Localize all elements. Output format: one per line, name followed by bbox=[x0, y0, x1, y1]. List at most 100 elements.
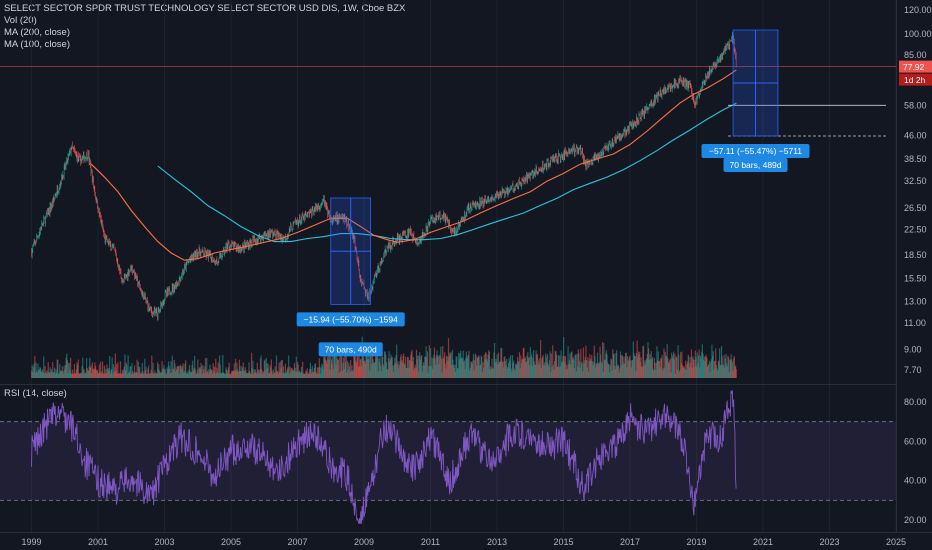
volume-bar bbox=[203, 372, 205, 378]
volume-bar bbox=[521, 359, 523, 378]
volume-bar bbox=[282, 366, 285, 378]
volume-bar bbox=[84, 372, 86, 378]
volume-bar bbox=[483, 354, 485, 378]
volume-bar bbox=[643, 365, 645, 378]
volume-bar bbox=[293, 363, 296, 378]
volume-bar bbox=[487, 354, 489, 378]
volume-bar bbox=[314, 363, 317, 378]
volume-bar bbox=[587, 357, 589, 378]
volume-bar bbox=[82, 357, 84, 378]
volume-bar bbox=[718, 360, 720, 378]
volume-bar bbox=[536, 354, 538, 378]
volume-bar bbox=[696, 366, 698, 378]
volume-bar bbox=[449, 352, 451, 378]
volume-bar bbox=[46, 372, 49, 378]
volume-bar bbox=[591, 355, 593, 378]
volume-bar bbox=[322, 369, 324, 378]
volume-bar bbox=[344, 362, 347, 378]
volume-bar bbox=[687, 354, 689, 378]
volume-bar bbox=[185, 372, 187, 378]
volume-bar bbox=[599, 346, 601, 378]
volume-bar bbox=[323, 356, 325, 378]
volume-bar bbox=[389, 361, 391, 378]
volume-bar bbox=[597, 364, 599, 378]
volume-bar bbox=[105, 372, 108, 378]
volume-bar bbox=[307, 373, 310, 378]
volume-bar bbox=[406, 367, 408, 378]
volume-bar bbox=[552, 345, 554, 378]
volume-bar bbox=[97, 372, 99, 378]
volume-bar bbox=[491, 358, 493, 378]
volume-bar bbox=[151, 355, 153, 378]
moving-averages bbox=[90, 69, 737, 261]
volume-bar bbox=[435, 355, 437, 378]
volume-bar bbox=[217, 362, 219, 378]
rsi-indicator-label[interactable]: RSI (14, close) bbox=[4, 388, 67, 399]
volume-bar bbox=[158, 370, 161, 378]
volume-bar bbox=[286, 368, 288, 378]
ma100-indicator-label[interactable]: MA (100, close) bbox=[4, 39, 70, 50]
time-tick-label: 2019 bbox=[686, 537, 706, 547]
volume-bar bbox=[505, 365, 507, 378]
volume-bar bbox=[440, 358, 443, 378]
volume-bar bbox=[506, 368, 508, 378]
volume-bar bbox=[489, 369, 491, 378]
volume-bar bbox=[634, 356, 636, 378]
volume-bar bbox=[47, 362, 49, 378]
volume-bar bbox=[513, 368, 515, 378]
measure-change-label-box bbox=[296, 312, 405, 327]
volume-bar bbox=[332, 348, 334, 378]
volume-bar bbox=[295, 356, 297, 378]
volume-bar bbox=[53, 372, 55, 378]
volume-bar bbox=[160, 372, 162, 378]
volume-bar bbox=[688, 367, 691, 378]
rsi-tick-label: 60.00 bbox=[904, 436, 927, 446]
volume-bar bbox=[265, 370, 267, 378]
volume-bar bbox=[208, 369, 210, 378]
volume-bar bbox=[164, 368, 166, 378]
volume-bar bbox=[717, 370, 719, 378]
time-tick-label: 2005 bbox=[221, 537, 241, 547]
volume-bar bbox=[201, 373, 203, 378]
volume-bar bbox=[629, 355, 631, 378]
volume-bar bbox=[720, 346, 723, 378]
volume-bar bbox=[687, 361, 689, 378]
volume-bar bbox=[50, 371, 52, 378]
volume-bar bbox=[613, 353, 615, 378]
volume-bar bbox=[186, 373, 188, 378]
volume-bar bbox=[645, 359, 647, 378]
volume-bar bbox=[726, 366, 728, 378]
volume-bar bbox=[467, 358, 469, 378]
volume-bar bbox=[387, 369, 389, 378]
volume-bar bbox=[451, 349, 453, 378]
volume-bar bbox=[617, 364, 619, 378]
volume-bar bbox=[321, 364, 324, 378]
volume-bar bbox=[527, 352, 529, 378]
volume-bar bbox=[245, 369, 247, 378]
volume-bar bbox=[323, 358, 326, 378]
volume-bar bbox=[627, 359, 629, 378]
volume-bar bbox=[364, 363, 366, 378]
vol-indicator-label[interactable]: Vol (20) bbox=[4, 15, 37, 26]
volume-bar bbox=[213, 370, 215, 378]
volume-bar bbox=[174, 371, 177, 378]
volume-bar bbox=[440, 346, 442, 378]
volume-bar bbox=[137, 373, 139, 378]
volume-bar bbox=[458, 359, 460, 378]
symbol-title[interactable]: SELECT SECTOR SPDR TRUST TECHNOLOGY SELE… bbox=[4, 3, 406, 14]
volume-bar bbox=[147, 368, 149, 378]
volume-bar bbox=[672, 355, 674, 378]
volume-bar bbox=[216, 367, 218, 378]
volume-bar bbox=[83, 368, 85, 378]
volume-bar bbox=[272, 369, 274, 378]
volume-bar bbox=[138, 366, 140, 378]
volume-bar bbox=[303, 373, 305, 378]
volume-bar bbox=[57, 373, 60, 378]
ma200-indicator-label[interactable]: MA (200, close) bbox=[4, 27, 70, 38]
volume-bar bbox=[430, 365, 432, 378]
volume-bar bbox=[69, 370, 71, 378]
volume-bar bbox=[619, 368, 621, 378]
volume-bar bbox=[508, 363, 510, 378]
volume-bar bbox=[233, 363, 235, 378]
